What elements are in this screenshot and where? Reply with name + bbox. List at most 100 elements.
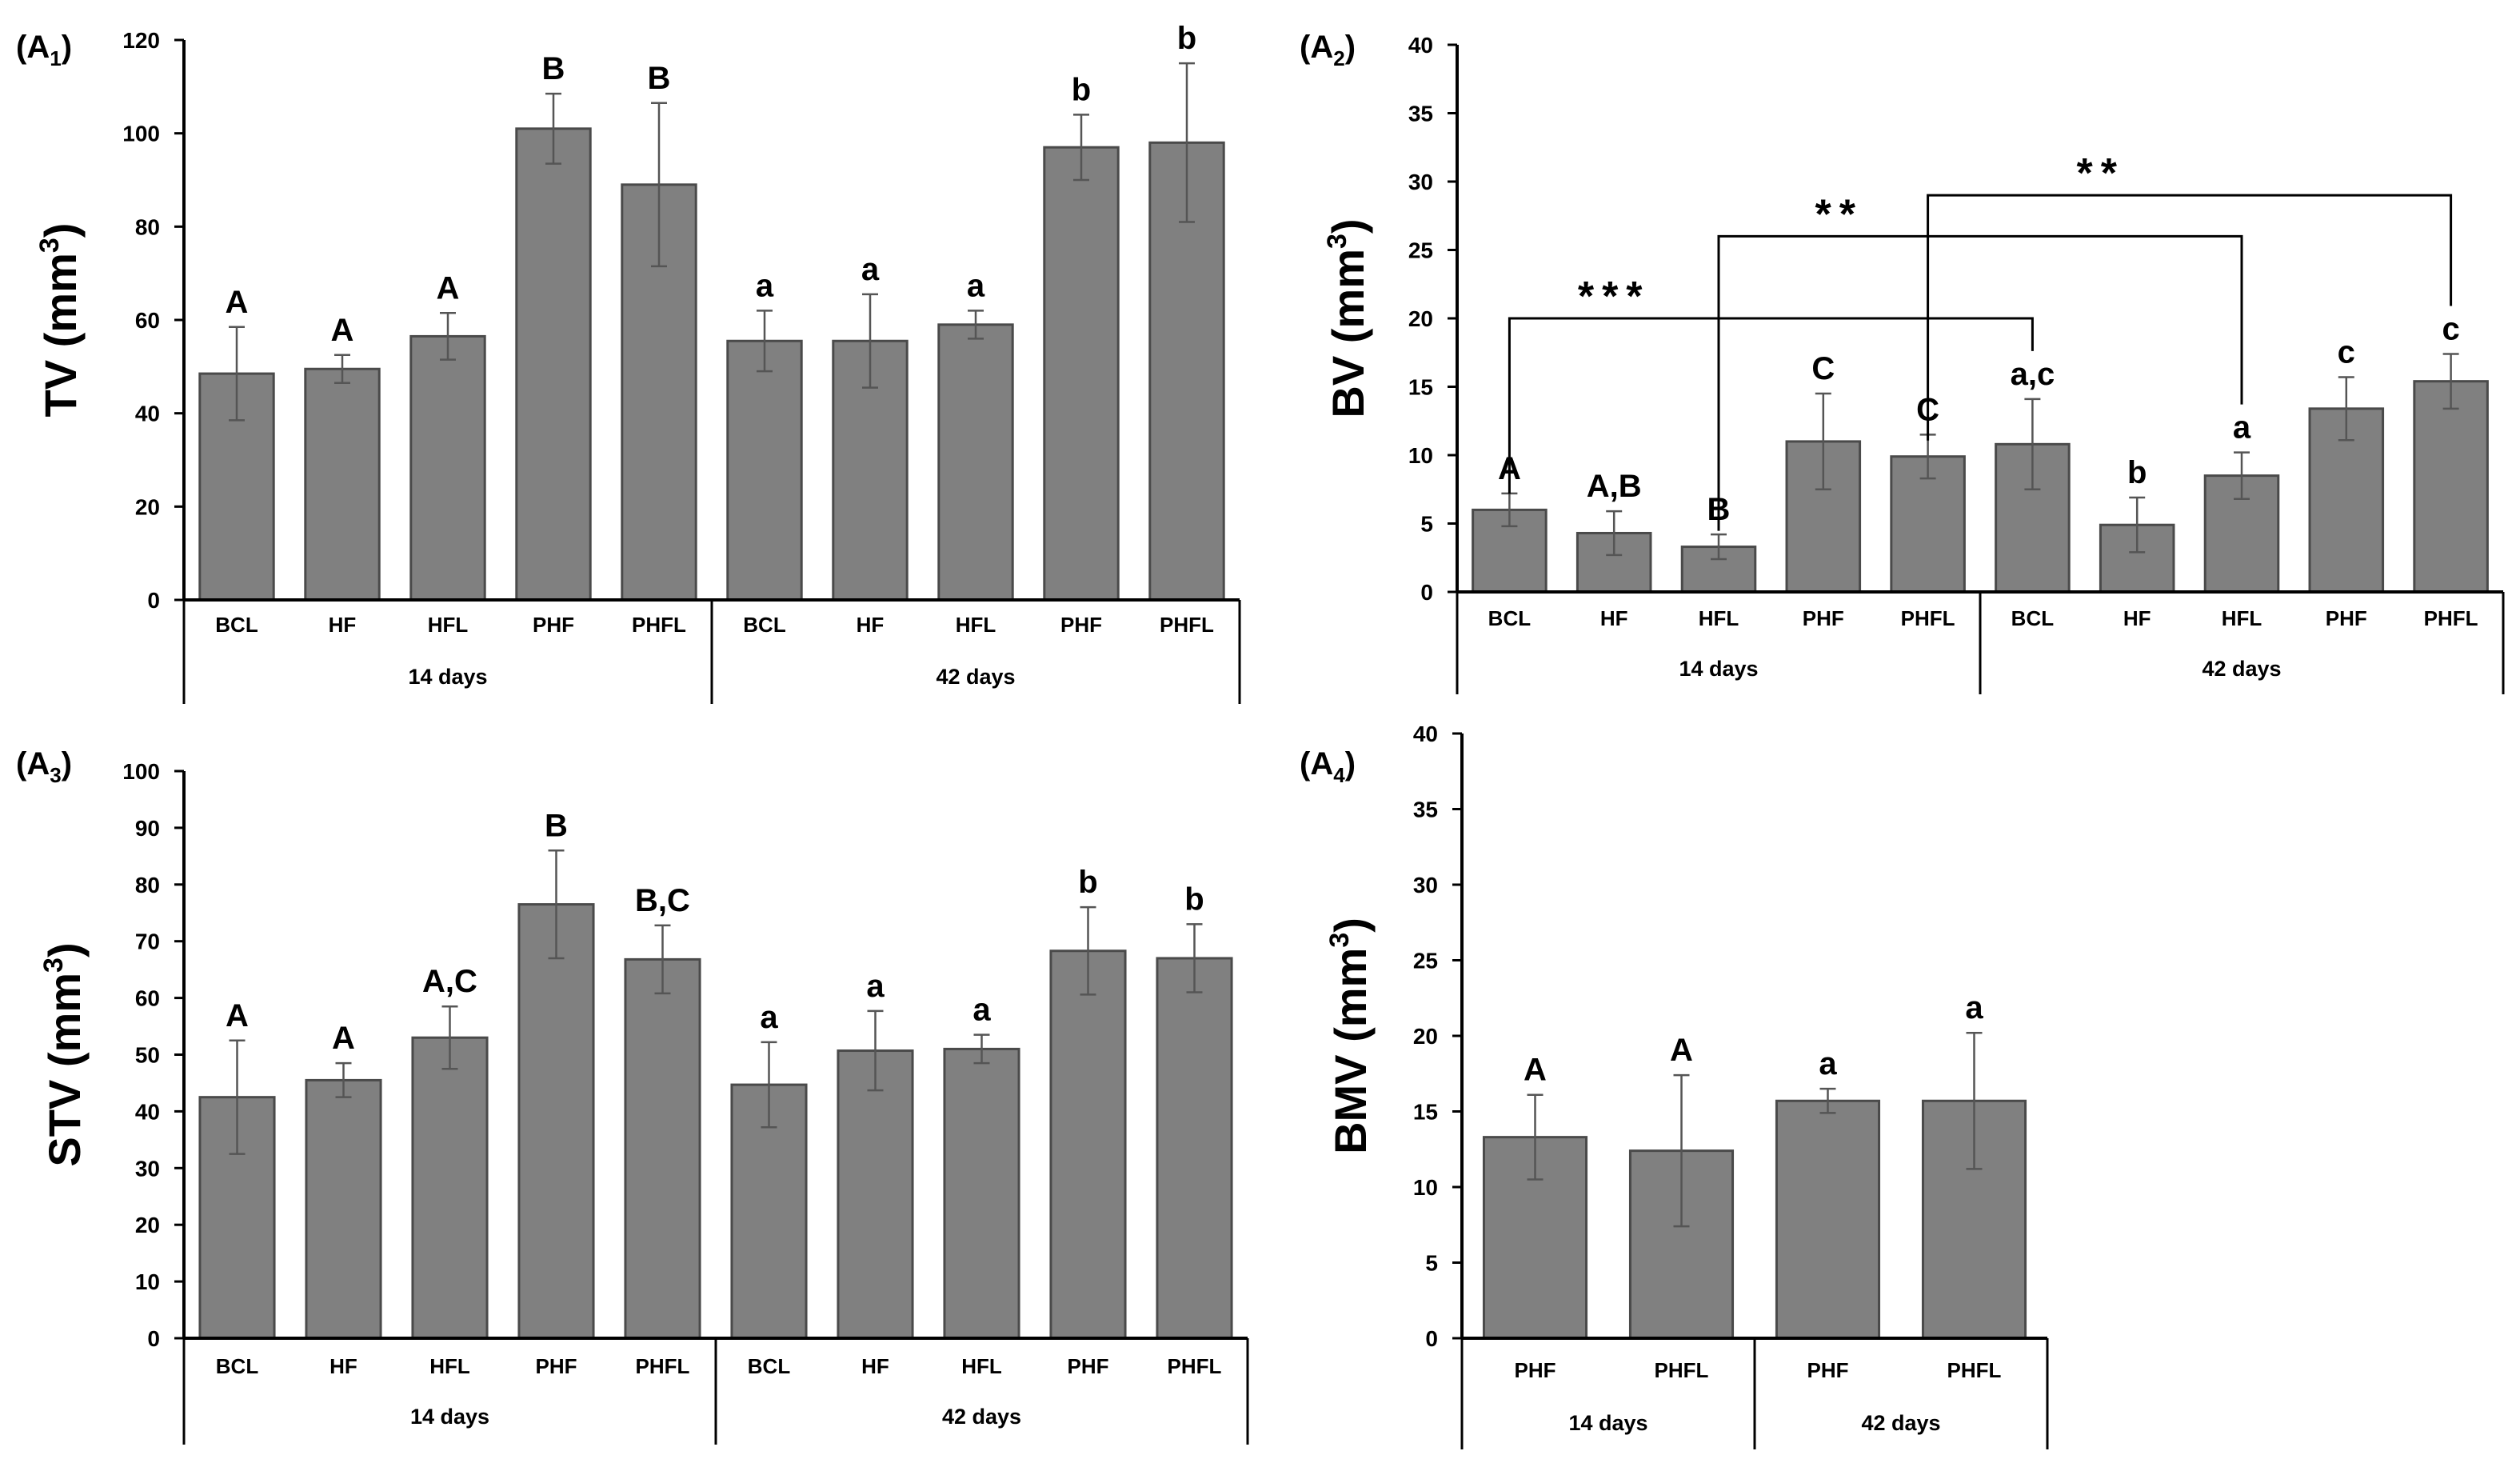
bar: [411, 1036, 489, 1340]
significance-letter: a: [1819, 1046, 1837, 1081]
y-tick-label: 20: [1408, 306, 1433, 331]
significance-stars: **: [1815, 191, 1863, 238]
significance-letter: b: [1072, 72, 1091, 107]
bar: [726, 339, 803, 602]
bar: [624, 957, 701, 1340]
significance-letter: C: [1811, 351, 1835, 386]
significance-letter: b: [2127, 455, 2147, 490]
y-tick-label: 40: [1408, 33, 1433, 58]
x-tick-label: PHFL: [1160, 613, 1214, 637]
x-tick-label: BCL: [748, 1354, 791, 1378]
x-tick-label: PHF: [1515, 1358, 1556, 1382]
significance-letter: c: [2442, 311, 2459, 346]
y-tick-label: 80: [135, 873, 160, 897]
group-label: 14 days: [408, 665, 487, 689]
group-label: 14 days: [1568, 1411, 1647, 1435]
y-tick-label: 0: [147, 1326, 160, 1351]
bar: [1472, 508, 1548, 594]
y-tick-label: 30: [1413, 873, 1438, 897]
x-tick-label: BCL: [1488, 606, 1532, 630]
x-tick-label: HF: [2123, 606, 2151, 630]
significance-bracket: [1508, 317, 2034, 494]
y-tick-label: 10: [1413, 1175, 1438, 1200]
y-tick-label: 60: [135, 308, 160, 333]
bar: [409, 334, 486, 602]
bar: [943, 1047, 1020, 1340]
x-tick-label: HF: [1600, 606, 1628, 630]
y-tick-label: 25: [1413, 949, 1438, 973]
y-tick-label: 60: [135, 986, 160, 1011]
bar: [517, 903, 595, 1340]
bar: [1049, 949, 1127, 1340]
group-label: 42 days: [936, 665, 1015, 689]
y-tick-label: 30: [135, 1156, 160, 1181]
y-tick-label: 100: [122, 122, 160, 146]
bar: [515, 127, 592, 602]
significance-letter: A,C: [422, 964, 477, 999]
significance-letter: B,C: [635, 883, 690, 918]
significance-letter: A: [1670, 1033, 1693, 1068]
y-axis-label: BV (mm3): [1322, 218, 1373, 418]
significance-letter: A: [1524, 1053, 1547, 1088]
x-tick-label: HFL: [1699, 606, 1739, 630]
significance-letter: a,c: [2011, 357, 2055, 392]
y-tick-label: 120: [122, 28, 160, 53]
y-tick-label: 25: [1408, 238, 1433, 263]
x-tick-label: PHF: [536, 1354, 577, 1378]
x-tick-label: HFL: [956, 613, 996, 637]
x-tick-label: HFL: [2222, 606, 2262, 630]
chart-a2: (A2)BV (mm3)0510152025303540ABCLA,BHFBHF…: [1300, 30, 2505, 694]
y-tick-label: 5: [1420, 512, 1433, 537]
x-tick-label: PHFL: [636, 1354, 690, 1378]
y-tick-label: 40: [135, 402, 160, 426]
significance-letter: b: [1184, 881, 1204, 917]
significance-letter: a: [866, 969, 885, 1004]
y-tick-label: 100: [122, 759, 160, 784]
bar: [1775, 1099, 1881, 1340]
significance-stars: **: [2077, 150, 2125, 197]
y-tick-label: 50: [135, 1043, 160, 1068]
x-tick-label: PHFL: [1947, 1358, 2002, 1382]
chart-a1: (A1) TV (mm3) 0 20 40 60 80 100 120 A BCL A HF A HFL B P…: [16, 21, 1241, 704]
y-axis-label: BMV (mm3): [1324, 917, 1376, 1154]
x-tick-label: PHFL: [1901, 606, 1955, 630]
bar: [305, 1078, 382, 1340]
significance-letter: a: [861, 252, 880, 287]
significance-letter: a: [760, 1000, 778, 1035]
x-tick-label: PHF: [1807, 1358, 1849, 1382]
x-tick-label: PHFL: [632, 613, 686, 637]
significance-letter: c: [2338, 335, 2355, 370]
x-tick-label: HF: [861, 1354, 889, 1378]
y-tick-label: 0: [1425, 1326, 1438, 1351]
bar: [304, 367, 381, 602]
significance-letter: a: [967, 268, 985, 303]
group-label: 42 days: [2202, 657, 2281, 681]
y-tick-label: 40: [135, 1099, 160, 1124]
x-tick-label: PHF: [2326, 606, 2367, 630]
x-tick-label: HF: [857, 613, 885, 637]
panel-label: (A3): [16, 746, 72, 787]
panel-label: (A2): [1300, 30, 1356, 70]
y-tick-label: 0: [1420, 580, 1433, 605]
significance-letter: A: [226, 285, 249, 320]
y-tick-label: 15: [1408, 375, 1433, 400]
significance-letter: b: [1177, 21, 1196, 56]
x-tick-label: BCL: [215, 613, 258, 637]
x-tick-label: BCL: [216, 1354, 259, 1378]
x-tick-label: PHF: [1803, 606, 1844, 630]
x-tick-label: HF: [329, 1354, 357, 1378]
y-tick-label: 35: [1413, 797, 1438, 822]
panel-label: (A4): [1300, 746, 1356, 787]
panel-label: (A1): [16, 30, 72, 70]
significance-letter: B: [648, 61, 671, 96]
y-tick-label: 20: [1413, 1024, 1438, 1049]
group-label: 14 days: [1679, 657, 1758, 681]
bar: [1043, 146, 1120, 602]
significance-letter: a: [972, 993, 991, 1028]
significance-bracket: [1717, 234, 2243, 531]
x-tick-label: PHF: [1068, 1354, 1109, 1378]
significance-letter: A: [331, 313, 354, 348]
y-axis-label: STV (mm3): [38, 942, 90, 1166]
y-tick-label: 35: [1408, 102, 1433, 126]
significance-letter: b: [1078, 865, 1097, 900]
